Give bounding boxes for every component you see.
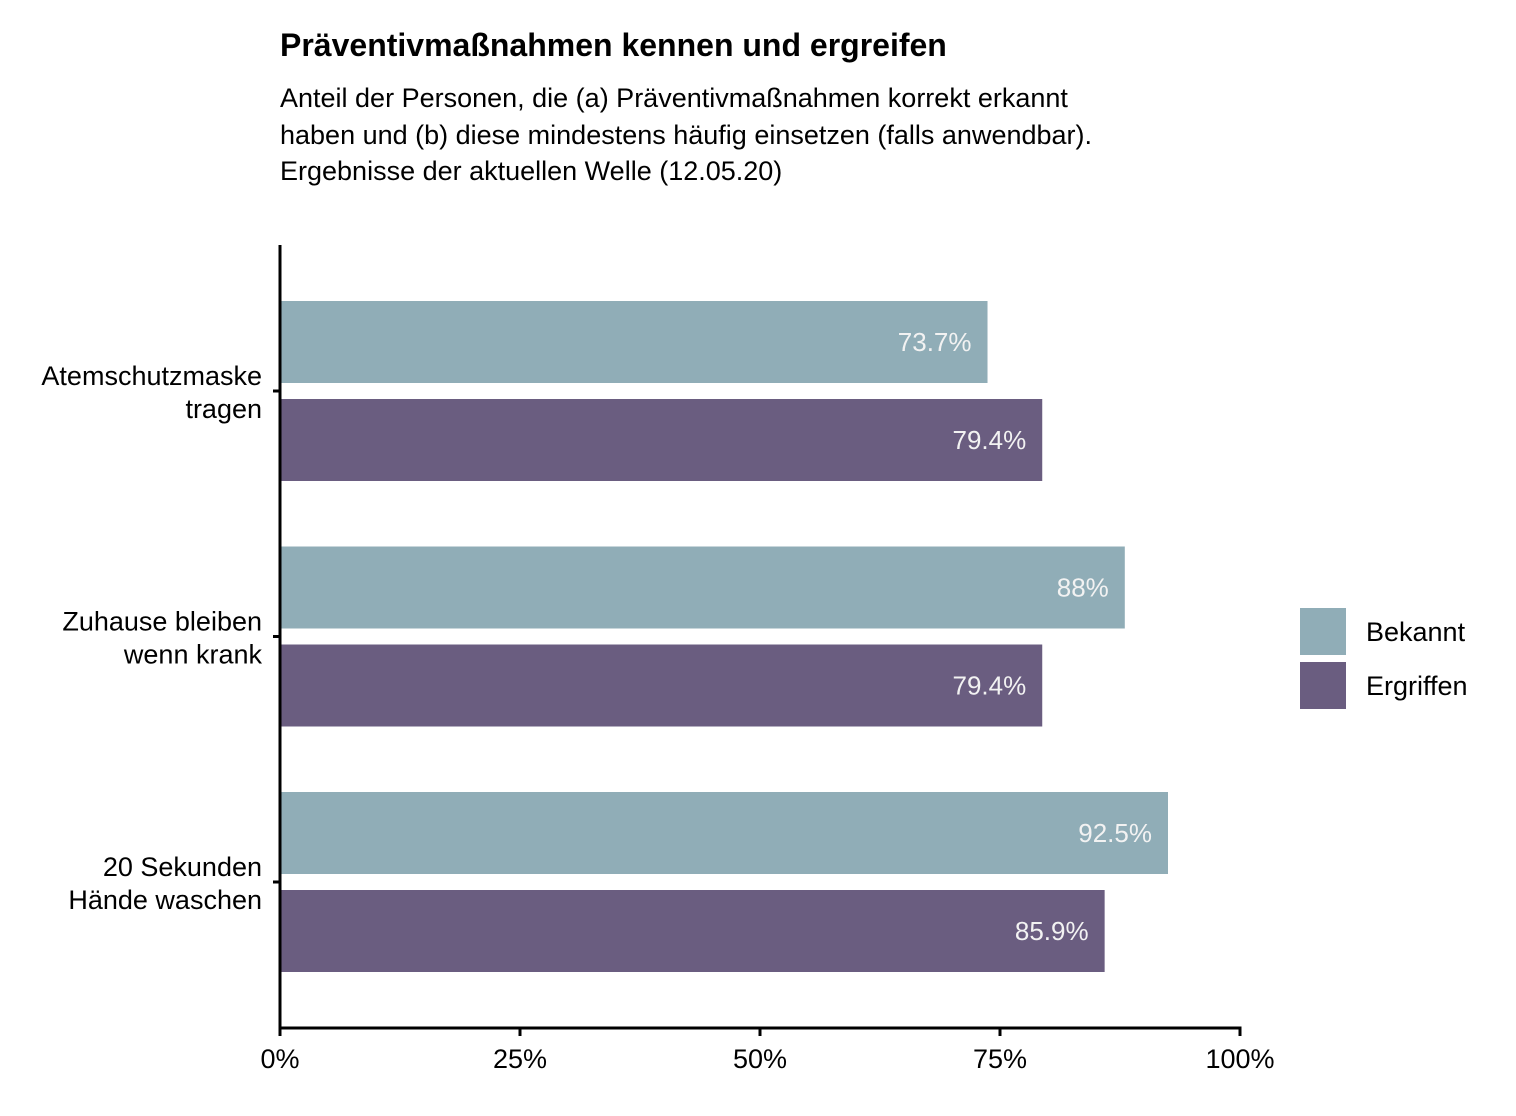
legend-swatch-bekannt <box>1300 608 1346 655</box>
y-tick-label-0-0: Atemschutzmaske <box>41 361 262 391</box>
x-tick-label-2: 50% <box>733 1044 787 1074</box>
subtitle-line-2: haben und (b) diese mindestens häufig ei… <box>280 119 1093 150</box>
bar-bekannt-2 <box>281 792 1168 874</box>
y-tick-label-0-1: tragen <box>185 394 262 424</box>
y-tick-label-2-1: Hände waschen <box>68 885 262 915</box>
data-label-ergriffen-2: 85.9% <box>1015 916 1089 946</box>
y-tick-label-1-0: Zuhause bleiben <box>62 607 262 637</box>
data-label-bekannt-0: 73.7% <box>898 327 972 357</box>
bar-ergriffen-0 <box>281 399 1043 481</box>
data-label-bekannt-2: 92.5% <box>1078 818 1152 848</box>
bar-bekannt-1 <box>281 546 1125 629</box>
x-tick-label-1: 25% <box>493 1044 547 1074</box>
x-tick-label-4: 100% <box>1205 1044 1274 1074</box>
bar-ergriffen-2 <box>281 890 1105 972</box>
legend-item-bekannt: Bekannt <box>1300 608 1500 655</box>
data-label-bekannt-1: 88% <box>1057 573 1109 603</box>
data-label-ergriffen-0: 79.4% <box>953 425 1027 455</box>
chart-subtitle: Anteil der Personen, die (a) Präventivma… <box>280 80 1092 190</box>
subtitle-line-3: Ergebnisse der aktuellen Welle (12.05.20… <box>280 156 783 186</box>
x-tick-label-0: 0% <box>260 1044 299 1074</box>
subtitle-line-1: Anteil der Personen, die (a) Präventivma… <box>280 83 1068 113</box>
y-tick-label-1-1: wenn krank <box>123 640 263 670</box>
legend-label-ergriffen: Ergriffen <box>1366 671 1468 701</box>
x-tick-label-3: 75% <box>973 1044 1027 1074</box>
legend-label-bekannt: Bekannt <box>1366 617 1466 647</box>
chart-title: Präventivmaßnahmen kennen und ergreifen <box>280 27 947 63</box>
bar-bekannt-0 <box>281 301 988 383</box>
legend-item-ergriffen: Ergriffen <box>1300 662 1500 709</box>
bar-ergriffen-1 <box>281 644 1043 727</box>
y-tick-label-2-0: 20 Sekunden <box>103 852 262 882</box>
data-label-ergriffen-1: 79.4% <box>953 671 1027 701</box>
legend-swatch-ergriffen <box>1300 662 1346 709</box>
